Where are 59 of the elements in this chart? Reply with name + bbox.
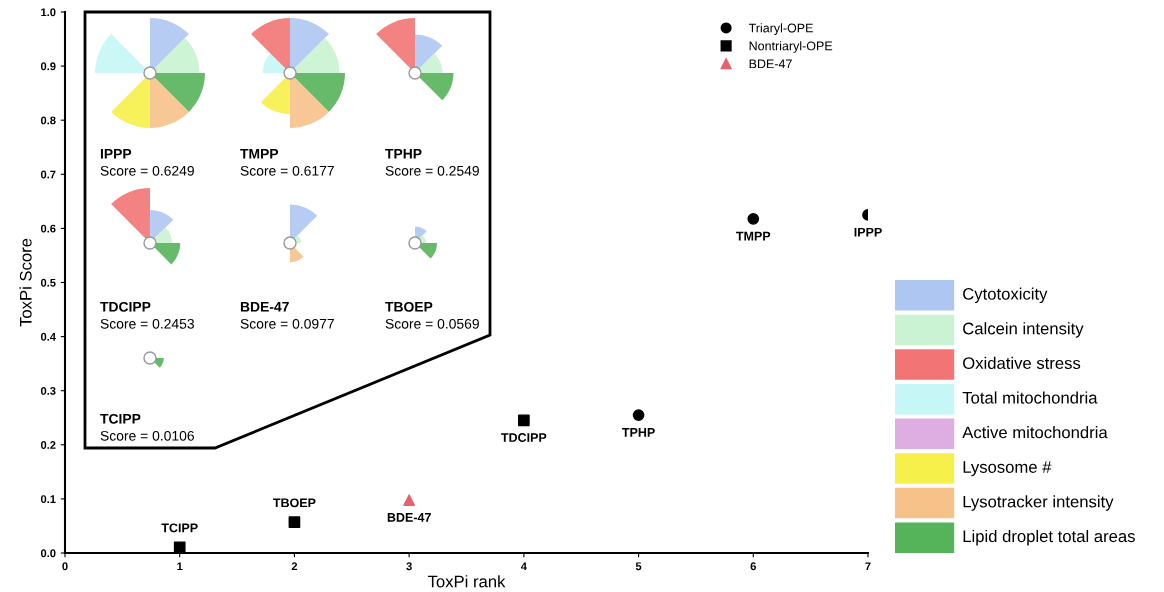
annotation: IPPP: [100, 149, 132, 159]
x-tick-label: 6: [750, 562, 756, 571]
annotation: TCIPP: [161, 523, 198, 533]
y-tick-label: 0.0: [40, 549, 56, 558]
annotation: IPPP: [854, 227, 882, 237]
category-label: Lipid droplet total areas: [963, 529, 1135, 546]
annotation: BDE-47: [240, 302, 289, 312]
x-tick-label: 5: [635, 562, 642, 571]
category-label: Oxidative stress: [963, 356, 1081, 370]
point: [747, 212, 760, 225]
annotation: BDE-47: [387, 513, 431, 522]
annotation: Score = 0.6177: [240, 165, 334, 176]
point: [403, 494, 415, 506]
y-tick-label: 0.6: [40, 224, 56, 233]
y-tick-label: 0.8: [40, 116, 56, 125]
y-axis-title: ToxPi Score: [19, 238, 32, 327]
category-label: Calcein intensity: [963, 322, 1084, 338]
category-label: Lysosome #: [963, 461, 1052, 477]
x-tick-label: 0: [62, 562, 68, 571]
annotation: TBOEP: [385, 301, 433, 312]
y-tick-label: 0.5: [40, 278, 56, 287]
annotation: TPHP: [622, 428, 655, 437]
annotation: TBOEP: [273, 498, 316, 508]
x-tick-label: 3: [406, 562, 412, 571]
x-tick-label: 1: [177, 562, 183, 571]
annotation: Score = 0.0106: [100, 430, 194, 441]
x-tick-label: 2: [291, 562, 298, 571]
x-axis-title: ToxPi rank: [427, 575, 506, 588]
y-tick-label: 0.7: [40, 170, 56, 179]
category-label: Total mitochondria: [962, 391, 1098, 404]
annotation: Score = 0.0569: [385, 318, 479, 329]
x-tick-label: 4: [520, 562, 527, 571]
y-tick-label: 0.1: [40, 495, 56, 504]
x-tick-label: 7: [865, 562, 871, 571]
annotation: Score = 0.2549: [385, 165, 479, 176]
annotation: TCIPP: [100, 413, 141, 424]
y-tick-label: 0.3: [40, 386, 56, 395]
point: [173, 541, 186, 553]
category-label: Cytotoxicity: [963, 287, 1048, 304]
category-label: Lysotracker intensity: [963, 495, 1114, 511]
annotation: Score = 0.2453: [100, 318, 194, 329]
point: [288, 516, 301, 529]
annotation: Score = 0.0977: [240, 318, 334, 329]
annotation: TDCIPP: [501, 433, 547, 442]
point: [632, 409, 645, 421]
annotation: TDCIPP: [100, 301, 151, 312]
annotation: TPHP: [385, 149, 422, 159]
y-tick-label: 1.0: [41, 8, 56, 17]
point: [518, 414, 530, 427]
legend-label: Nontriaryl-OPE: [749, 41, 833, 53]
y-tick-label: 0.4: [40, 332, 56, 341]
legend-label: Triaryl-OPE: [748, 23, 813, 35]
y-tick-label: 0.2: [40, 441, 56, 449]
legend-label: BDE-47: [749, 59, 792, 69]
annotation: TMPP: [240, 149, 279, 159]
y-tick-label: 0.9: [40, 62, 56, 71]
category-label: Active mitochondria: [962, 426, 1108, 439]
annotation: TMPP: [736, 231, 771, 241]
annotation: Score = 0.6249: [100, 165, 194, 176]
